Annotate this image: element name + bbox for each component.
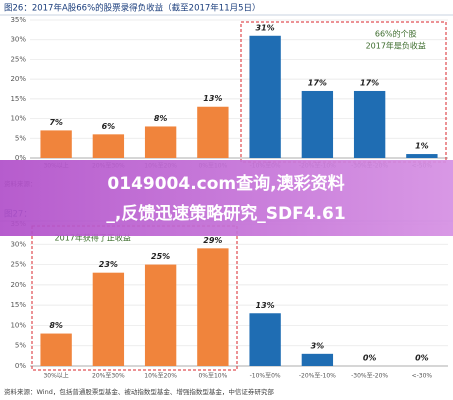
y-tick-label: 25% <box>10 261 26 269</box>
bar <box>144 126 177 158</box>
x-tick-label: 20%至30% <box>92 373 125 380</box>
x-tick-label: -10%至0% <box>250 373 281 380</box>
bar <box>92 134 125 158</box>
y-tick-label: 20% <box>10 281 26 289</box>
annotation: 66%的个股 <box>375 29 417 39</box>
y-tick-label: 30% <box>10 36 26 44</box>
value-label: 25% <box>151 252 170 261</box>
chart-title: 图26：2017年A股66%的股票录得负收益（截至2017年11月5日） <box>4 3 261 14</box>
y-tick-label: 10% <box>10 321 26 329</box>
bar <box>40 333 72 366</box>
value-label: 23% <box>99 260 118 269</box>
value-label: 6% <box>102 122 116 131</box>
y-tick-label: 25% <box>10 55 26 63</box>
y-tick-label: 30% <box>10 240 26 248</box>
bar <box>144 264 177 366</box>
banner-text: _,反馈迅速策略研究_SDF4.61 <box>106 203 345 224</box>
y-tick-label: 5% <box>15 342 26 350</box>
x-tick-label: -30%至-20% <box>351 373 388 380</box>
value-label: 0% <box>363 354 377 363</box>
x-tick-label: 30%以上 <box>43 372 68 380</box>
value-label: 3% <box>311 341 325 350</box>
source-note: 资料来源：Wind，包括普通股票型基金、被动指数型基金、增强指数型基金，中信证券… <box>4 387 274 396</box>
value-label: 29% <box>203 236 222 245</box>
x-tick-label: <-30% <box>412 373 433 380</box>
annotation: 2017年是负收益 <box>366 41 426 51</box>
y-tick-label: 35% <box>10 16 26 24</box>
y-tick-label: 10% <box>10 115 26 123</box>
value-label: 13% <box>203 94 222 103</box>
annotation: 2017年获得了正收益 <box>55 233 131 243</box>
bar <box>249 313 281 366</box>
y-tick-label: 0% <box>15 154 26 162</box>
value-label: 17% <box>360 78 379 87</box>
bar <box>249 35 281 159</box>
value-label: 8% <box>154 114 168 123</box>
bar <box>197 248 229 366</box>
bar <box>301 353 334 366</box>
value-label: 1% <box>415 142 429 151</box>
bar <box>197 106 229 158</box>
value-label: 8% <box>49 321 63 330</box>
y-tick-label: 5% <box>15 134 26 142</box>
value-label: 31% <box>256 23 275 32</box>
x-tick-label: 0%至10% <box>198 373 227 380</box>
bar <box>353 90 386 158</box>
bar <box>406 154 438 158</box>
overlay-banner <box>0 160 453 236</box>
bar <box>40 130 72 158</box>
banner-text: 0149004.com查询,澳彩资料 <box>107 173 344 194</box>
value-label: 7% <box>49 118 63 127</box>
x-tick-label: -20%至-10% <box>299 373 336 380</box>
value-label: 0% <box>415 354 429 363</box>
x-tick-label: 10%至20% <box>144 373 177 380</box>
bar <box>92 272 125 366</box>
y-tick-label: 20% <box>10 75 26 83</box>
value-label: 13% <box>256 301 275 310</box>
y-tick-label: 0% <box>15 362 26 370</box>
bar <box>301 90 334 158</box>
y-tick-label: 15% <box>10 95 26 103</box>
y-tick-label: 15% <box>10 301 26 309</box>
value-label: 17% <box>308 78 327 87</box>
